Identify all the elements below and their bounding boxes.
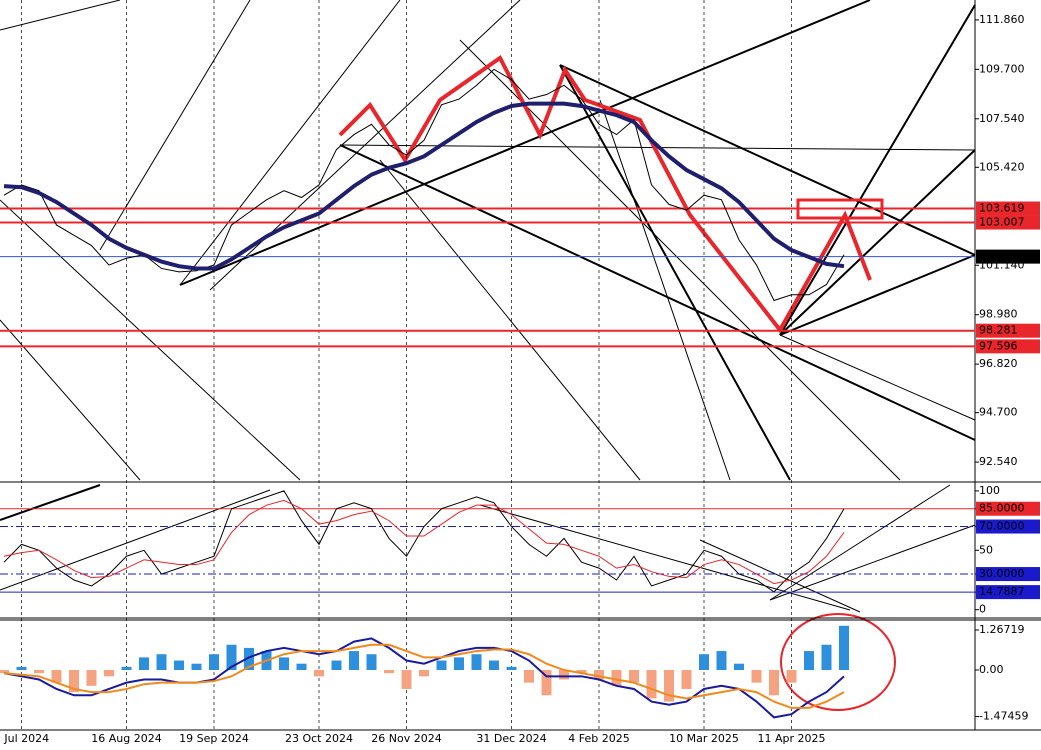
- y-tick-label: 100: [979, 484, 1000, 497]
- y-tick-label: 92.540: [979, 455, 1018, 468]
- label-box: [976, 567, 1040, 582]
- x-tick-label: 5 Jul 2024: [0, 732, 49, 745]
- histogram-bar: [139, 657, 149, 671]
- y-tick-label: 105.420: [979, 160, 1025, 173]
- histogram-bar: [436, 660, 447, 671]
- x-tick-label: 31 Dec 2024: [476, 732, 546, 745]
- series-line: [3, 643, 845, 709]
- red-circle: [780, 613, 896, 711]
- histogram-bar: [419, 670, 429, 677]
- y-tick-label: 109.700: [979, 62, 1025, 75]
- y-tick-label: 70.0000: [979, 520, 1025, 533]
- histogram-bar: [34, 670, 44, 674]
- histogram-bar: [121, 666, 132, 671]
- y-tick-label: 1.26719: [979, 623, 1025, 636]
- histogram-bar: [296, 663, 307, 671]
- x-tick-label: 16 Aug 2024: [91, 732, 161, 745]
- label-box: [976, 323, 1040, 338]
- histogram-bar: [699, 654, 709, 671]
- histogram-bar: [174, 660, 184, 671]
- histogram-bar: [734, 663, 744, 671]
- y-tick-label: 103.007: [979, 216, 1025, 229]
- histogram-bar: [454, 657, 464, 671]
- histogram-bar: [664, 670, 674, 702]
- label-box: [976, 339, 1040, 354]
- histogram-bar: [349, 651, 359, 671]
- histogram-bar: [0, 670, 9, 674]
- histogram-bar: [559, 670, 569, 680]
- histogram-bar: [69, 670, 79, 693]
- y-tick-label: 101.517: [979, 250, 1025, 263]
- histogram-bar: [331, 660, 342, 671]
- y-tick-label: 107.540: [979, 112, 1025, 125]
- histogram-bar: [156, 654, 167, 671]
- y-tick-label: 0.00: [979, 663, 1004, 676]
- y-tick-label: -1.47459: [979, 710, 1028, 723]
- histogram-bar: [576, 670, 587, 674]
- histogram-bar: [401, 670, 412, 689]
- histogram-bar: [489, 660, 499, 671]
- x-tick-label: 10 Mar 2025: [669, 732, 739, 745]
- histogram-bar: [244, 647, 254, 671]
- histogram-bar: [86, 670, 97, 686]
- y-tick-label: 111.860: [979, 13, 1025, 26]
- y-tick-label: 85.0000: [979, 502, 1025, 515]
- histogram-bar: [314, 670, 324, 677]
- series-line: [3, 499, 845, 585]
- histogram-bar: [524, 670, 534, 683]
- histogram-bar: [541, 670, 552, 696]
- histogram-bar: [769, 670, 779, 696]
- histogram-bar: [629, 670, 639, 683]
- histogram-bar: [681, 670, 692, 689]
- y-tick-label: 98.281: [979, 324, 1018, 337]
- histogram-bar: [716, 651, 727, 671]
- histogram-bar: [209, 654, 219, 671]
- y-tick-label: 30.0000: [979, 567, 1025, 580]
- histogram-bar: [16, 666, 27, 671]
- label-box: [976, 501, 1040, 516]
- y-tick-label: 50: [979, 543, 993, 556]
- y-tick-label: 97.596: [979, 339, 1018, 352]
- histogram-bar: [384, 670, 394, 674]
- series-line: [3, 490, 845, 593]
- label-box: [976, 201, 1040, 216]
- histogram-bar: [839, 625, 849, 671]
- label-box: [976, 519, 1040, 534]
- histogram-bar: [804, 651, 814, 671]
- y-tick-label: 96.820: [979, 357, 1018, 370]
- histogram-bar: [786, 670, 797, 683]
- histogram-bar: [594, 670, 604, 680]
- histogram-bar: [366, 654, 377, 671]
- x-tick-label: 23 Oct 2024: [285, 732, 353, 745]
- histogram-bar: [471, 654, 482, 671]
- histogram-bar: [751, 670, 762, 683]
- x-tick-label: 19 Sep 2024: [179, 732, 249, 745]
- label-box: [976, 215, 1040, 230]
- y-tick-label: 98.980: [979, 308, 1018, 321]
- histogram-bar: [51, 670, 62, 683]
- trend-lines: [0, 0, 976, 613]
- series-line: [3, 101, 845, 271]
- x-tick-label: 4 Feb 2025: [568, 732, 629, 745]
- histogram-bar: [506, 666, 517, 671]
- histogram-bar: [646, 670, 657, 699]
- label-box: [976, 249, 1040, 264]
- histogram-bar: [104, 670, 114, 677]
- y-tick-label: 103.619: [979, 202, 1025, 215]
- histogram-bar: [226, 644, 237, 671]
- y-tick-label: 0: [979, 603, 986, 616]
- label-box: [976, 585, 1040, 600]
- histogram-bar: [611, 670, 622, 686]
- histogram-bar: [821, 644, 832, 671]
- histogram-bar: [279, 657, 289, 671]
- histogram-bar: [191, 663, 202, 671]
- y-tick-label: 94.700: [979, 406, 1018, 419]
- x-tick-label: 11 Apr 2025: [757, 732, 825, 745]
- x-tick-label: 26 Nov 2024: [371, 732, 441, 745]
- red-zigzag: [338, 55, 872, 334]
- series-line: [3, 637, 845, 719]
- y-tick-label: 14.7887: [979, 585, 1025, 598]
